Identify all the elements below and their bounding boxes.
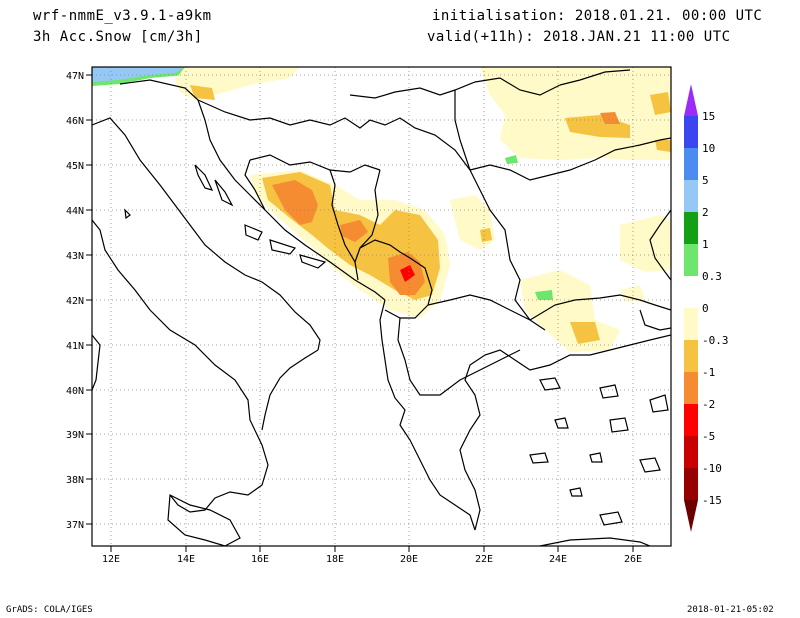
lon-label: 14E (177, 554, 195, 565)
map-frame (91, 66, 672, 547)
legend-label: 2 (702, 206, 709, 219)
legend-label: -1 (702, 366, 715, 379)
color-scale-legend: 15 10 5 2 1 0.3 0 -0.3 -1 -2 -5 -10 -15 (684, 84, 729, 532)
lat-label: 47N (66, 71, 84, 82)
lat-label: 46N (66, 116, 84, 127)
legend-color-swatch (684, 308, 698, 340)
coastlines-borders (92, 69, 671, 546)
legend-color-swatch (684, 116, 698, 148)
legend-color-swatch (684, 148, 698, 180)
legend-label: 0 (702, 302, 709, 315)
lon-label: 26E (624, 554, 642, 565)
lat-label: 41N (66, 341, 84, 352)
lat-label: 43N (66, 251, 84, 262)
model-title: wrf-nmmE_v3.9.1-a9km (33, 8, 212, 24)
legend-color-swatch (684, 500, 698, 532)
legend-color-swatch (684, 436, 698, 468)
lon-label: 22E (475, 554, 493, 565)
legend-color-swatch (684, 276, 698, 308)
valid-time: valid(+11h): 2018.JAN.21 11:00 UTC (427, 29, 731, 45)
lon-label: 20E (400, 554, 418, 565)
legend-color-swatch (684, 404, 698, 436)
footer-right: 2018-01-21-05:02 (687, 605, 774, 615)
lon-label: 18E (326, 554, 344, 565)
legend-label: 5 (702, 174, 709, 187)
lon-label: 24E (549, 554, 567, 565)
lat-label: 38N (66, 475, 84, 486)
lon-label: 16E (251, 554, 269, 565)
legend-color-swatch (684, 372, 698, 404)
lat-label: 39N (66, 430, 84, 441)
legend-color-swatch (684, 468, 698, 500)
axis-ticks (86, 74, 634, 552)
lat-label: 37N (66, 520, 84, 531)
lat-label: 45N (66, 161, 84, 172)
legend-label: -5 (702, 430, 715, 443)
lat-label: 44N (66, 206, 84, 217)
legend-label: -0.3 (702, 334, 729, 347)
legend-color-swatch (684, 244, 698, 276)
lon-label: 12E (102, 554, 120, 565)
legend-label: 1 (702, 238, 709, 251)
legend-label: 10 (702, 142, 715, 155)
legend-label: 15 (702, 110, 715, 123)
legend-label: -10 (702, 462, 722, 475)
legend-label: -2 (702, 398, 715, 411)
legend-color-swatch (684, 212, 698, 244)
field-title: 3h Acc.Snow [cm/3h] (33, 29, 203, 45)
legend-label: -15 (702, 494, 722, 507)
legend-color-swatch (684, 340, 698, 372)
lat-label: 40N (66, 386, 84, 397)
legend-label: 0.3 (702, 270, 722, 283)
lat-lon-grid (92, 67, 671, 546)
init-time: initialisation: 2018.01.21. 00:00 UTC (432, 8, 763, 24)
legend-color-swatch (684, 180, 698, 212)
footer-left: GrADS: COLA/IGES (6, 605, 93, 615)
legend-color-swatch (684, 84, 698, 116)
lat-label: 42N (66, 296, 84, 307)
